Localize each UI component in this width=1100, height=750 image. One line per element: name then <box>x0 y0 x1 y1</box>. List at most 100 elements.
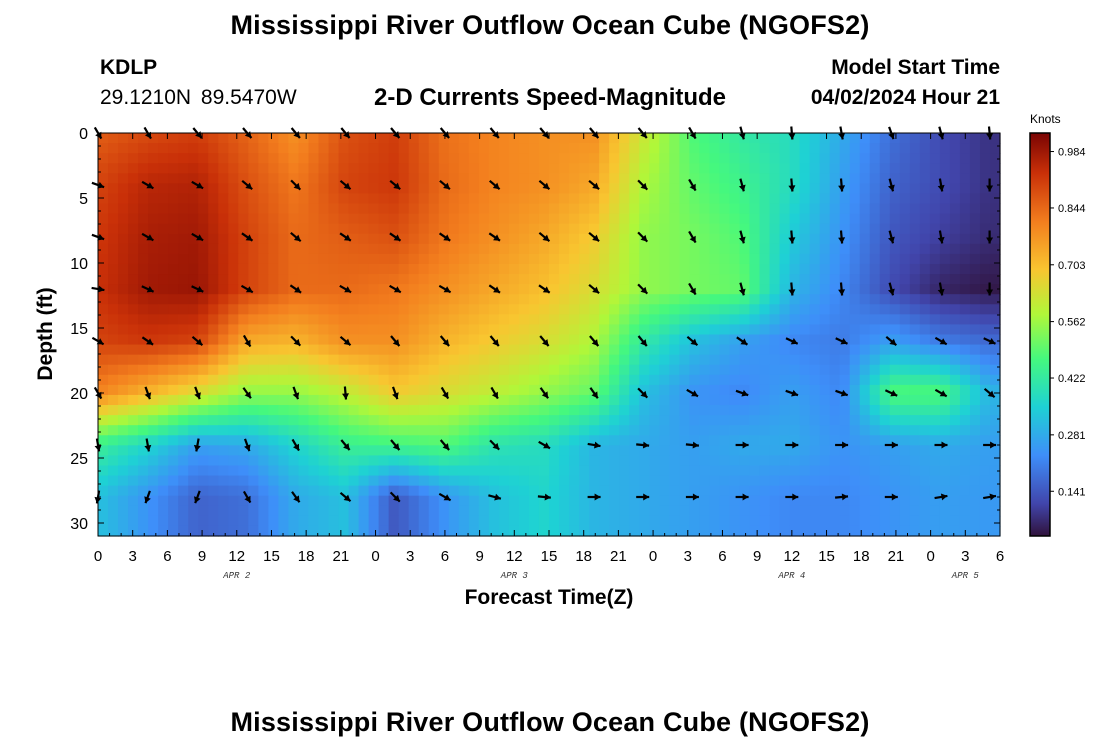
heatmap-cell <box>679 394 690 406</box>
heatmap-cell <box>348 274 360 285</box>
heatmap-cell <box>829 294 841 305</box>
heatmap-cell <box>949 505 961 517</box>
heatmap-cell <box>569 354 580 366</box>
heatmap-cell <box>559 435 570 446</box>
heatmap-cell <box>108 394 119 406</box>
heatmap-cell <box>599 394 610 406</box>
heatmap-cell <box>579 223 590 235</box>
heatmap-cell <box>679 284 690 295</box>
heatmap-cell <box>208 475 219 487</box>
heatmap-cell <box>899 415 911 426</box>
arrow-head <box>443 286 451 293</box>
heatmap-cell <box>478 465 490 477</box>
heatmap-cell <box>899 495 911 507</box>
heatmap-cell <box>318 183 330 195</box>
heatmap-cell <box>849 374 861 386</box>
heatmap-cell <box>639 354 650 366</box>
heatmap-cell <box>569 243 580 255</box>
heatmap-cell <box>549 153 560 164</box>
heatmap-cell <box>168 143 179 154</box>
heatmap-cell <box>438 243 450 255</box>
heatmap-cell <box>679 314 690 326</box>
heatmap-cell <box>298 445 310 456</box>
heatmap-cell <box>278 394 290 406</box>
heatmap-cell <box>128 203 139 215</box>
heatmap-cell <box>959 233 971 245</box>
heatmap-cell <box>238 153 249 164</box>
heatmap-cell <box>148 515 159 527</box>
arrow-head <box>838 185 846 192</box>
heatmap-cell <box>138 213 149 225</box>
heatmap-cell <box>849 435 861 446</box>
heatmap-cell <box>278 274 290 285</box>
heatmap-cell <box>298 274 310 285</box>
heatmap-cell <box>218 213 229 225</box>
heatmap-cell <box>408 505 420 517</box>
heatmap-cell <box>218 183 229 195</box>
heatmap-cell <box>719 223 730 235</box>
heatmap-cell <box>649 253 660 265</box>
heatmap-cell <box>719 294 730 305</box>
heatmap-cell <box>98 405 109 416</box>
heatmap-cell <box>98 445 109 456</box>
heatmap-cell <box>418 284 430 295</box>
heatmap-cell <box>498 354 510 366</box>
arrow-head <box>591 131 599 138</box>
heatmap-cell <box>138 193 149 205</box>
arrow-head <box>244 444 251 452</box>
chart-title: Mississippi River Outflow Ocean Cube (NG… <box>230 10 870 40</box>
arrow-head <box>544 493 551 501</box>
heatmap-cell <box>769 384 781 396</box>
heatmap-cell <box>218 364 229 376</box>
heatmap-cell <box>709 435 720 446</box>
heatmap-cell <box>338 243 350 255</box>
heatmap-cell <box>879 374 891 386</box>
heatmap-cell <box>298 525 310 537</box>
colorbar-tick-label: 0.562 <box>1058 317 1086 329</box>
heatmap-cell <box>909 344 921 356</box>
heatmap-cell <box>428 163 440 174</box>
heatmap-cell <box>619 364 630 376</box>
heatmap-cell <box>749 143 761 154</box>
heatmap-cell <box>98 263 109 275</box>
heatmap-cell <box>949 415 961 426</box>
arrow-head <box>244 391 251 399</box>
heatmap-cell <box>969 173 981 184</box>
heatmap-cell <box>849 274 861 285</box>
heatmap-cell <box>538 485 550 497</box>
heatmap-cell <box>739 515 751 527</box>
heatmap-cell <box>238 394 249 406</box>
heatmap-cell <box>198 334 209 346</box>
current-arrow <box>439 439 450 451</box>
heatmap-cell <box>408 233 420 245</box>
heatmap-cell <box>899 294 911 305</box>
heatmap-cell <box>769 223 781 235</box>
x-tick-label: 6 <box>163 548 171 565</box>
heatmap-cell <box>218 394 229 406</box>
heatmap-cell <box>669 294 680 305</box>
current-arrow <box>241 232 254 242</box>
heatmap-cell <box>619 173 630 184</box>
heatmap-cell <box>278 284 290 295</box>
arrow-head <box>788 237 796 244</box>
arrow-head <box>689 183 696 191</box>
heatmap-cell <box>308 415 320 426</box>
heatmap-cell <box>398 193 410 205</box>
heatmap-cell <box>158 405 169 416</box>
heatmap-cell <box>508 193 520 205</box>
heatmap-cell <box>579 505 590 517</box>
heatmap-cell <box>859 475 871 487</box>
heatmap-cell <box>228 263 239 275</box>
heatmap-cell <box>869 515 881 527</box>
heatmap-cell <box>869 274 881 285</box>
heatmap-cell <box>258 515 269 527</box>
heatmap-cell <box>929 445 941 456</box>
heatmap-cell <box>398 374 410 386</box>
heatmap-cell <box>809 374 821 386</box>
heatmap-cell <box>188 445 199 456</box>
heatmap-cell <box>849 243 861 255</box>
heatmap-cell <box>478 153 490 164</box>
heatmap-cell <box>869 364 881 376</box>
heatmap-cell <box>368 495 380 507</box>
arrow-head <box>144 131 151 139</box>
